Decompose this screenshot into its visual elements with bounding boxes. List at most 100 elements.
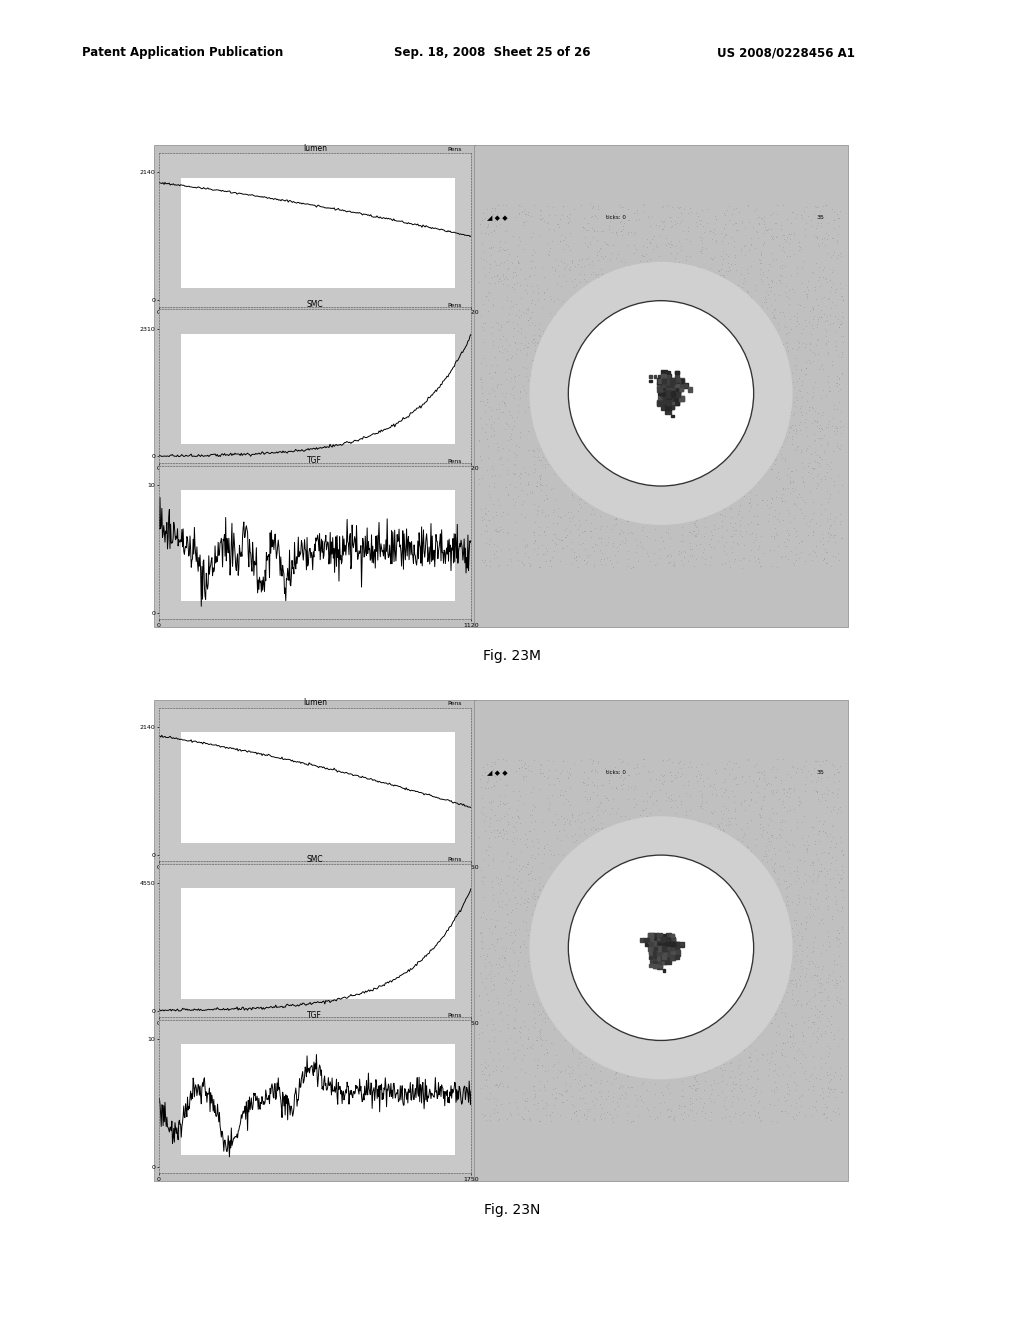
Bar [662,960,667,964]
Point [818,433,835,454]
Point [625,1110,641,1131]
Point [717,997,733,1018]
Point [731,550,748,572]
Point [788,1040,805,1061]
Point [644,499,660,520]
Point [566,322,583,343]
Bar [674,379,680,384]
Point [706,1038,722,1059]
Point [804,1063,820,1084]
Point [762,1094,778,1115]
Point [786,414,803,436]
Point [544,388,560,409]
Point [622,894,638,915]
Point [639,939,655,960]
Point [482,960,499,981]
Point [785,1026,802,1047]
Point [566,256,583,277]
Point [694,923,711,944]
Bar [657,942,662,946]
Point [736,535,753,556]
Point [781,417,798,438]
Point [709,1035,725,1056]
Point [662,552,678,573]
Point [635,322,651,343]
Point [663,289,679,310]
Point [643,463,659,484]
Point [733,449,750,470]
Point [714,333,730,354]
Point [641,936,657,957]
Point [519,333,536,354]
Point [524,333,541,354]
Point [610,451,627,473]
Point [507,920,523,941]
Point [670,273,686,294]
Point [488,931,505,952]
Point [732,494,749,515]
Point [754,209,770,230]
Point [512,387,528,408]
Point [653,826,670,847]
Point [645,997,662,1018]
Point [674,945,690,966]
Point [659,358,676,379]
Point [742,891,759,912]
Point [584,818,600,840]
Point [833,865,849,886]
Bar [652,941,658,946]
Point [833,933,849,954]
Bar [667,946,670,950]
Point [672,388,688,409]
Point [616,213,633,234]
Point [755,1097,771,1118]
Point [693,243,710,264]
Point [486,766,503,787]
Point [738,411,755,432]
Point [545,257,561,279]
Bar [676,388,678,391]
Point [483,400,500,421]
Point [739,470,756,491]
Point [666,898,682,919]
Point [758,220,774,242]
Point [792,787,808,808]
Point [802,480,818,502]
Point [786,376,803,397]
Point [579,966,595,987]
Point [647,891,664,912]
Point [487,770,504,791]
Point [699,451,716,473]
Point [640,285,656,306]
Point [743,919,760,940]
Point [734,385,751,407]
Point [724,758,740,779]
Point [767,454,783,475]
Point [684,545,700,566]
Bar [675,942,679,946]
Bar [667,384,670,387]
Point [716,541,732,562]
Point [764,857,780,878]
Point [769,978,785,999]
Point [566,469,583,490]
Point [584,218,600,239]
Point [634,244,650,265]
Point [493,956,509,977]
Point [546,454,562,475]
Point [520,1101,537,1122]
Point [664,429,680,450]
Point [777,447,794,469]
Point [826,511,843,532]
Point [696,1053,713,1074]
Point [646,543,663,564]
Point [499,477,515,498]
Point [715,492,731,513]
Point [783,756,800,777]
Bar [649,380,652,383]
Point [492,466,508,487]
Point [544,785,560,807]
Bar [671,392,675,396]
Point [797,412,813,433]
Point [680,216,696,238]
